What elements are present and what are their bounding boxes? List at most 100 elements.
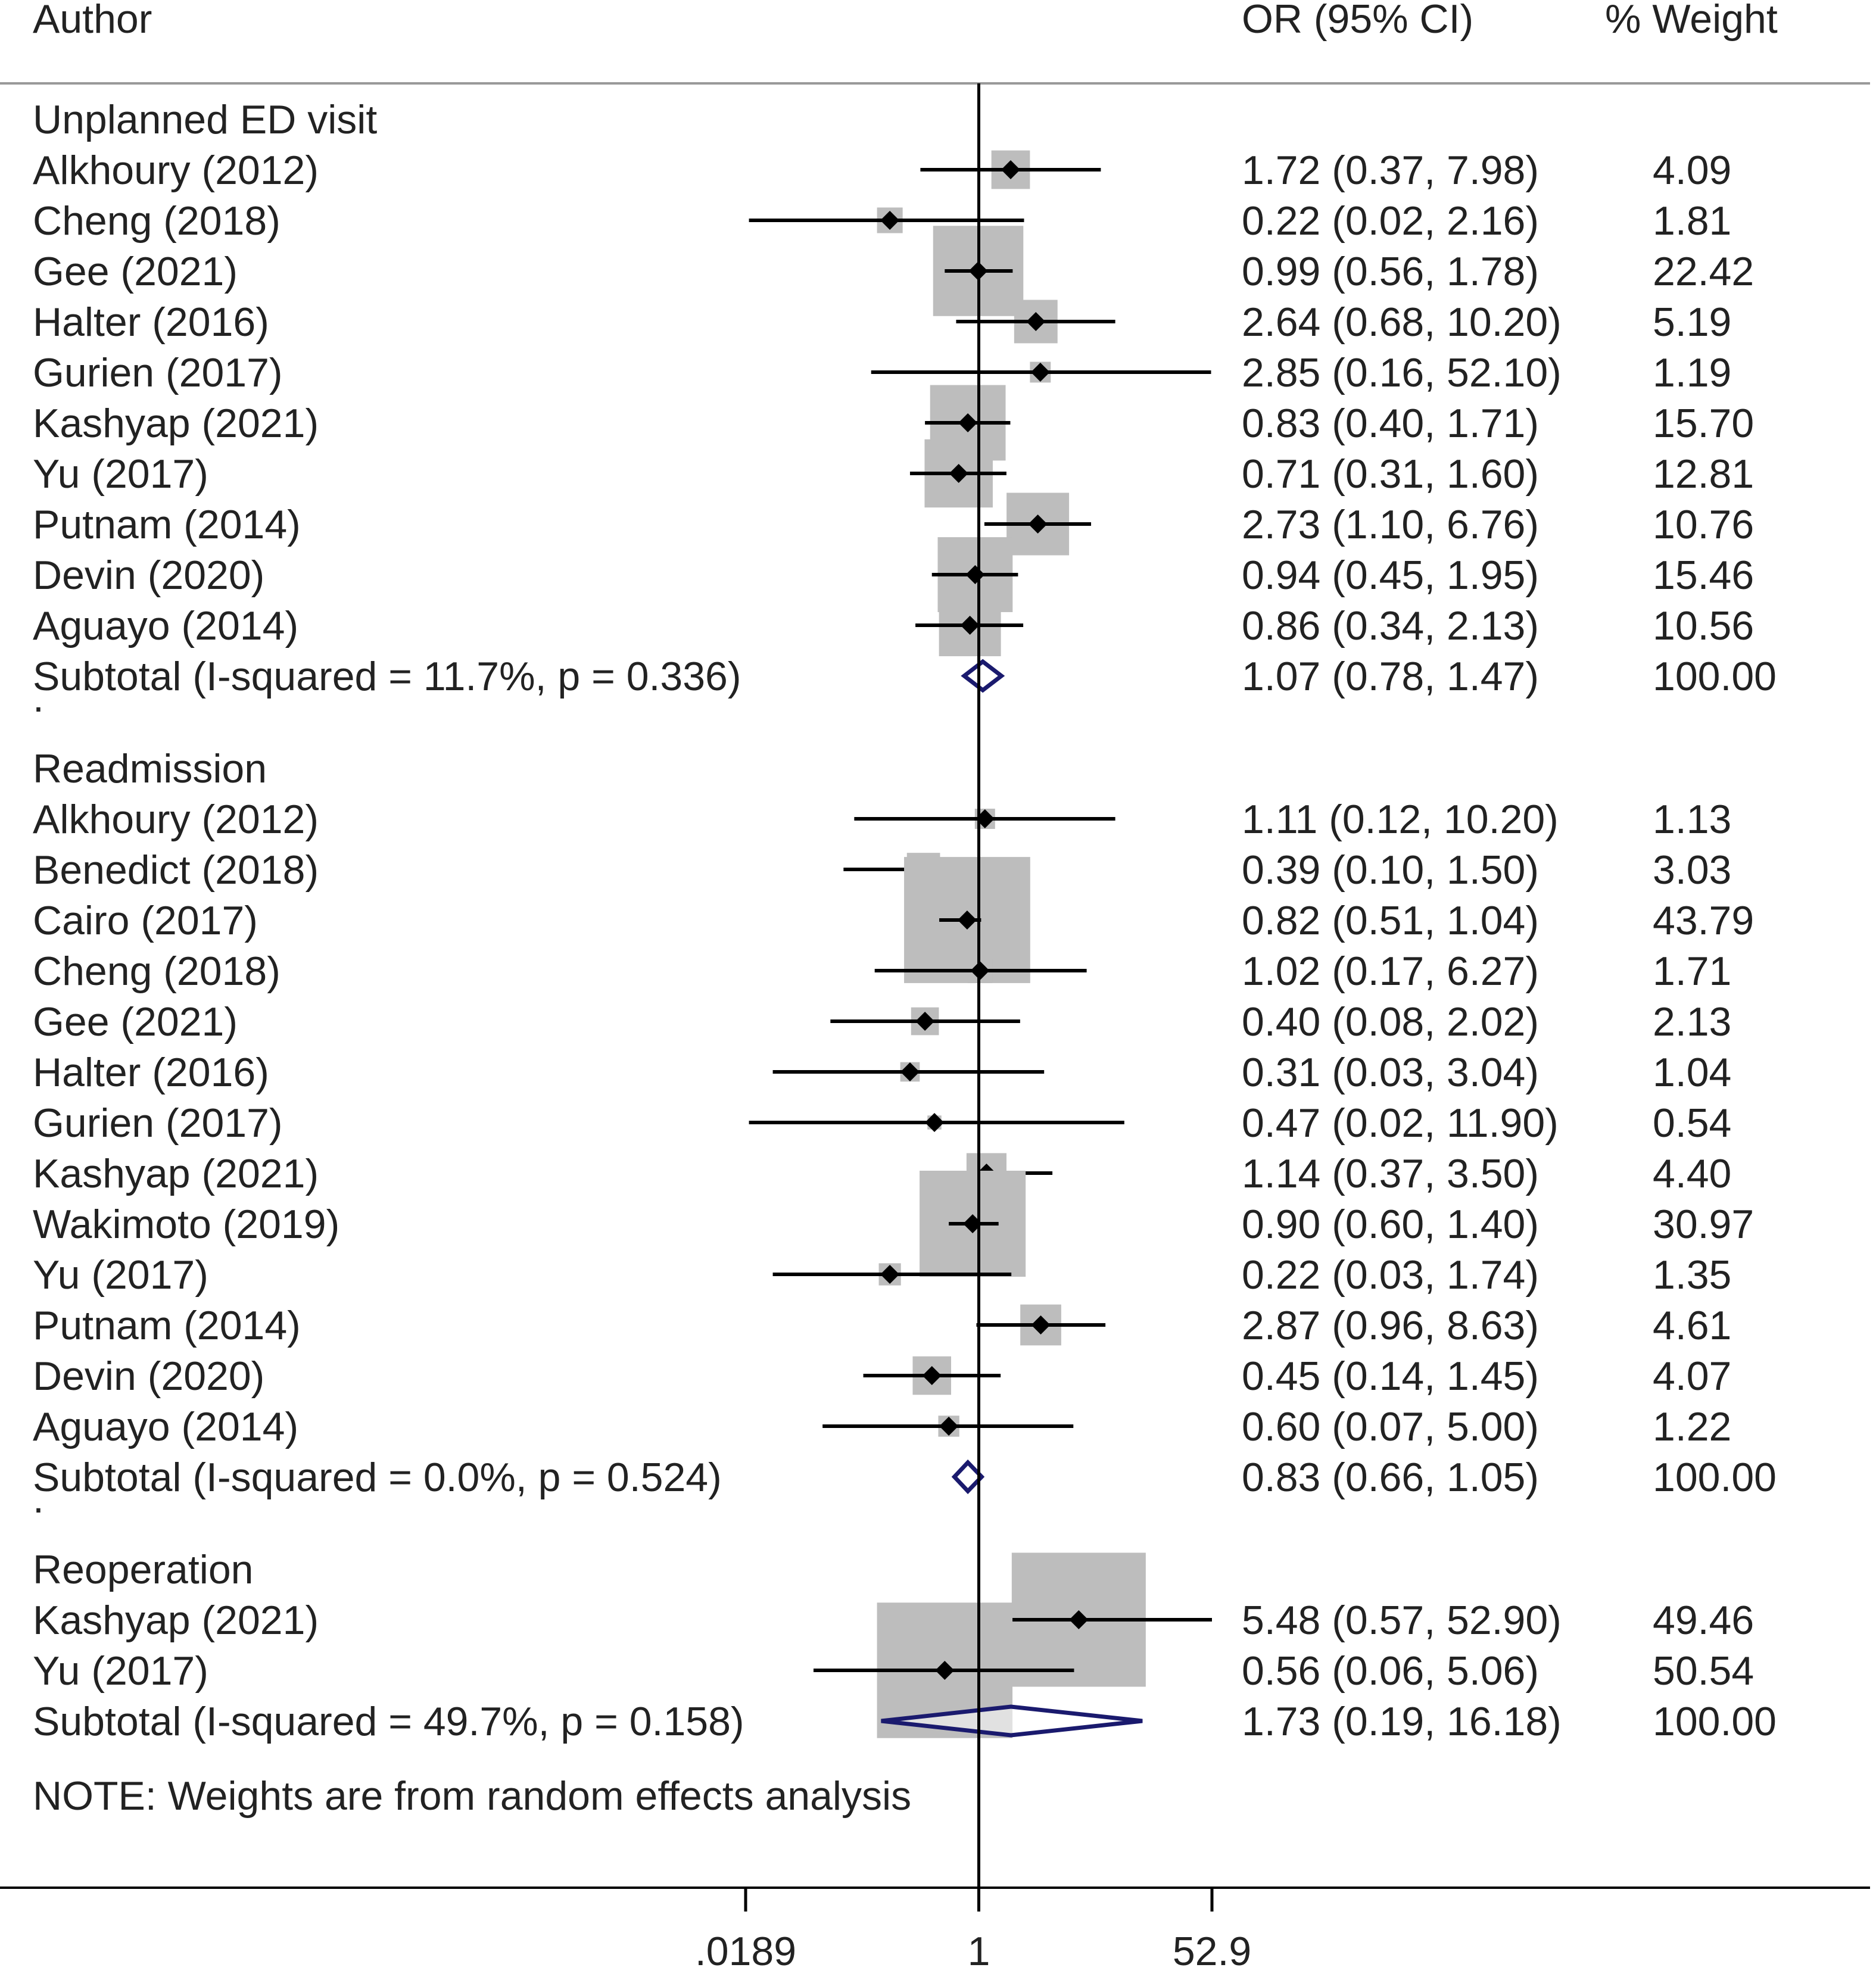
study-author: Kashyap (2021): [33, 401, 319, 446]
study-or-ci: 0.99 (0.56, 1.78): [1242, 249, 1539, 294]
study-or-ci: 0.94 (0.45, 1.95): [1242, 553, 1539, 598]
study-weight: 12.81: [1653, 451, 1754, 497]
study-or-ci: 2.64 (0.68, 10.20): [1242, 300, 1562, 345]
point-estimate: [900, 1062, 920, 1081]
point-estimate: [1028, 515, 1048, 534]
study-author: Gee (2021): [33, 999, 238, 1044]
study-author: Gurien (2017): [33, 350, 283, 395]
x-tick-label: 1: [968, 1929, 990, 1974]
subtotal-diamond: [881, 1704, 1143, 1738]
study-weight: 10.76: [1653, 502, 1754, 547]
point-estimate: [935, 1661, 955, 1680]
study-author: Putnam (2014): [33, 502, 301, 547]
study-or-ci: 1.14 (0.37, 3.50): [1242, 1151, 1539, 1196]
point-estimate: [925, 1113, 945, 1132]
subtotal-or-ci: 1.73 (0.19, 16.18): [1242, 1699, 1562, 1744]
point-estimate: [939, 1417, 959, 1436]
study-weight: 15.46: [1653, 553, 1754, 598]
study-or-ci: 2.85 (0.16, 52.10): [1242, 350, 1562, 395]
study-or-ci: 0.90 (0.60, 1.40): [1242, 1202, 1539, 1247]
point-estimate: [960, 616, 980, 635]
study-or-ci: 0.45 (0.14, 1.45): [1242, 1354, 1539, 1399]
study-author: Yu (2017): [33, 451, 208, 497]
study-or-ci: 0.56 (0.06, 5.06): [1242, 1648, 1539, 1694]
point-estimate: [880, 211, 900, 230]
subtotal-or-ci: 0.83 (0.66, 1.05): [1242, 1455, 1539, 1500]
subtotal-weight: 100.00: [1653, 654, 1777, 699]
point-estimate: [880, 1265, 900, 1284]
point-estimate: [1001, 160, 1021, 179]
subtotal-diamond: [951, 1459, 985, 1495]
header-author: Author: [33, 0, 152, 42]
point-estimate: [1026, 312, 1046, 331]
study-author: Devin (2020): [33, 553, 264, 598]
group-label: Reoperation: [33, 1547, 253, 1592]
study-author: Cairo (2017): [33, 898, 258, 943]
point-estimate: [1031, 1315, 1051, 1334]
point-estimate: [915, 1012, 935, 1031]
header-or-ci: OR (95% CI): [1242, 0, 1473, 42]
study-or-ci: 2.73 (1.10, 6.76): [1242, 502, 1539, 547]
study-weight: 4.61: [1653, 1303, 1731, 1348]
study-or-ci: 0.82 (0.51, 1.04): [1242, 898, 1539, 943]
study-or-ci: 1.02 (0.17, 6.27): [1242, 949, 1539, 994]
study-weight: 22.42: [1653, 249, 1754, 294]
study-weight: 50.54: [1653, 1648, 1754, 1694]
study-weight: 1.22: [1653, 1404, 1731, 1449]
plot-content: Unplanned ED visit Alkhoury (2012) 1.72 (0…: [0, 83, 1870, 1974]
study-author: Yu (2017): [33, 1252, 208, 1298]
point-estimate: [1030, 363, 1050, 382]
study-author: Cheng (2018): [33, 198, 281, 244]
group-separator: .: [33, 675, 44, 721]
study-author: Aguayo (2014): [33, 1404, 298, 1449]
study-weight: 4.07: [1653, 1354, 1731, 1399]
study-author: Halter (2016): [33, 300, 269, 345]
study-author: Gurien (2017): [33, 1100, 283, 1146]
study-weight: 1.81: [1653, 198, 1731, 244]
study-or-ci: 0.22 (0.02, 2.16): [1242, 198, 1539, 244]
subtotal-label: Subtotal (I-squared = 11.7%, p = 0.336): [33, 654, 741, 699]
study-author: Aguayo (2014): [33, 603, 298, 648]
study-author: Kashyap (2021): [33, 1598, 319, 1643]
point-estimate: [949, 464, 968, 483]
study-author: Halter (2016): [33, 1050, 269, 1095]
study-or-ci: 0.22 (0.03, 1.74): [1242, 1252, 1539, 1298]
study-author: Alkhoury (2012): [33, 797, 319, 842]
note-text: NOTE: Weights are from random effects an…: [33, 1773, 911, 1819]
study-weight: 10.56: [1653, 603, 1754, 648]
study-or-ci: 0.60 (0.07, 5.00): [1242, 1404, 1539, 1449]
study-author: Devin (2020): [33, 1354, 264, 1399]
x-tick-label: 52.9: [1173, 1929, 1251, 1974]
study-weight: 1.71: [1653, 949, 1731, 994]
study-weight: 15.70: [1653, 401, 1754, 446]
study-or-ci: 1.11 (0.12, 10.20): [1242, 797, 1559, 842]
study-weight: 1.19: [1653, 350, 1731, 395]
study-author: Putnam (2014): [33, 1303, 301, 1348]
subtotal-or-ci: 1.07 (0.78, 1.47): [1242, 654, 1539, 699]
study-or-ci: 0.86 (0.34, 2.13): [1242, 603, 1539, 648]
study-or-ci: 2.87 (0.96, 8.63): [1242, 1303, 1539, 1348]
study-or-ci: 0.47 (0.02, 11.90): [1242, 1100, 1559, 1146]
study-weight: 1.13: [1653, 797, 1731, 842]
point-estimate: [1069, 1610, 1089, 1629]
study-weight: 5.19: [1653, 300, 1731, 345]
study-author: Cheng (2018): [33, 949, 281, 994]
point-estimate: [957, 911, 977, 930]
study-weight: 4.40: [1653, 1151, 1731, 1196]
study-weight: 2.13: [1653, 999, 1731, 1044]
study-weight: 49.46: [1653, 1598, 1754, 1643]
group-separator: .: [33, 1476, 44, 1521]
study-or-ci: 0.39 (0.10, 1.50): [1242, 847, 1539, 893]
study-weight: 1.04: [1653, 1050, 1731, 1095]
study-weight: 43.79: [1653, 898, 1754, 943]
study-author: Benedict (2018): [33, 847, 319, 893]
study-or-ci: 0.31 (0.03, 3.04): [1242, 1050, 1539, 1095]
header-weight: % Weight: [1605, 0, 1778, 42]
subtotal-diamond: [961, 659, 1005, 693]
study-or-ci: 0.71 (0.31, 1.60): [1242, 451, 1539, 497]
study-author: Gee (2021): [33, 249, 238, 294]
group-label: Readmission: [33, 746, 267, 791]
subtotal-label: Subtotal (I-squared = 0.0%, p = 0.524): [33, 1455, 722, 1500]
study-weight: 0.54: [1653, 1100, 1731, 1146]
